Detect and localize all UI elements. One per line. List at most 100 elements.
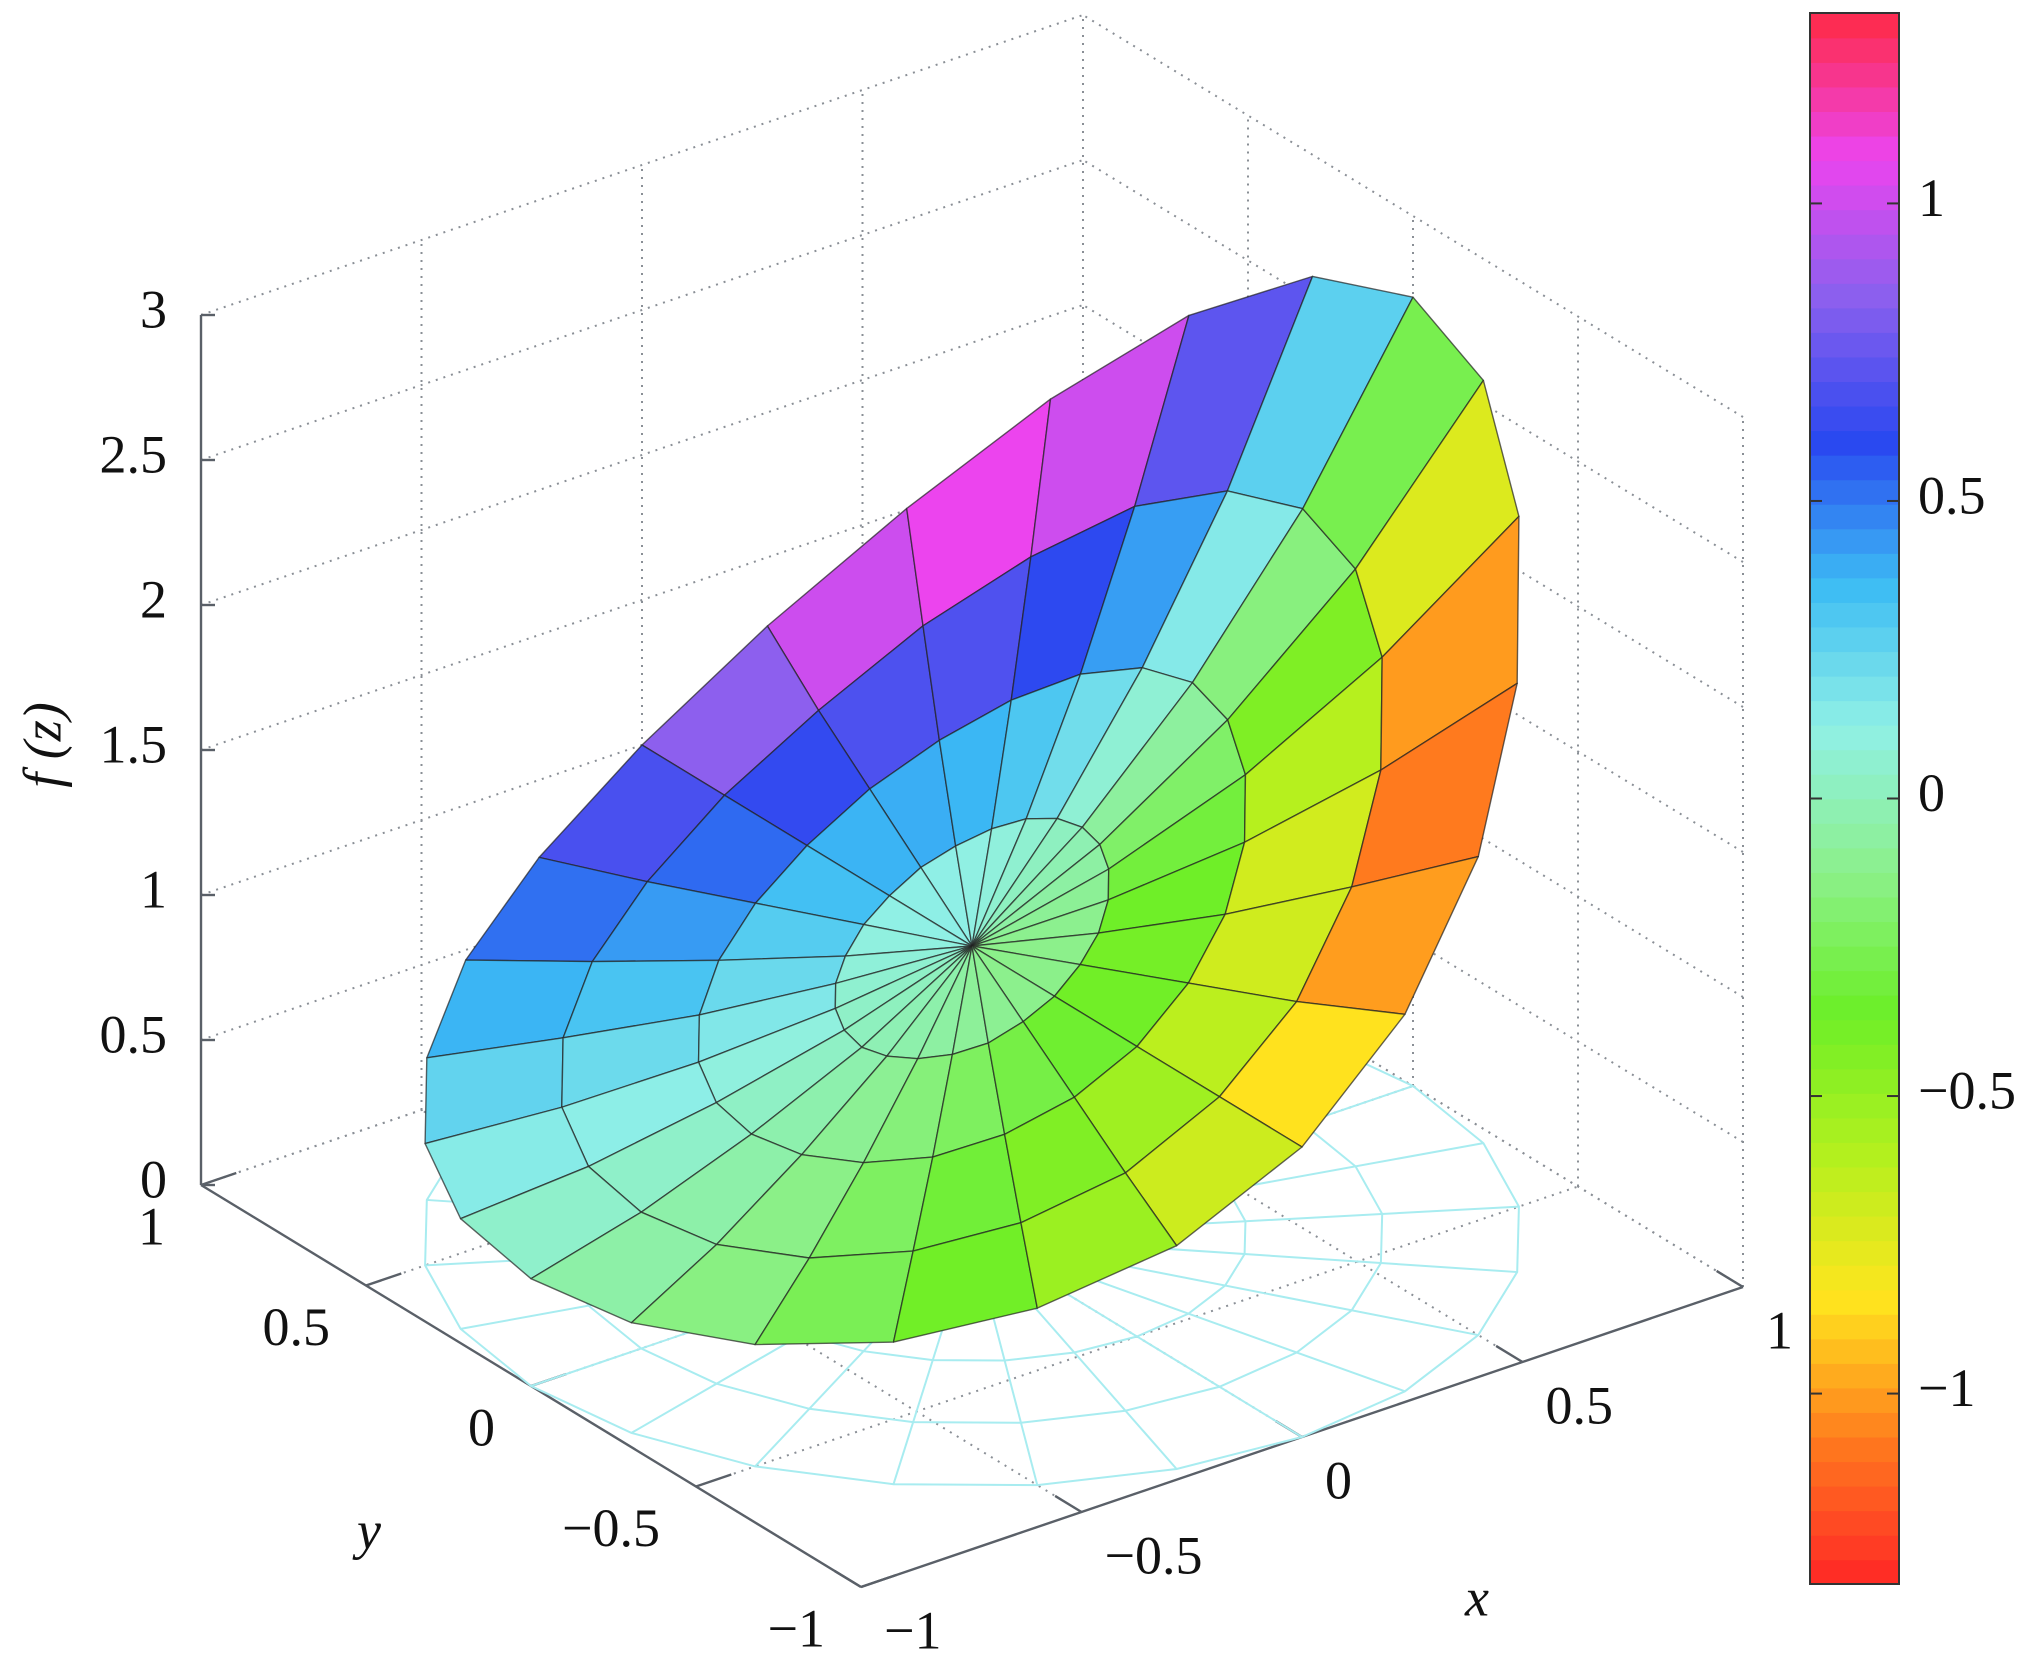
- colorbar-band: [1810, 1461, 1899, 1487]
- colorbar-tick-label: 0.5: [1918, 465, 1986, 525]
- colorbar-band: [1810, 1534, 1899, 1561]
- x-tick-label: 0: [1325, 1450, 1352, 1510]
- colorbar-band: [1810, 1559, 1899, 1585]
- colorbar-band: [1810, 209, 1899, 235]
- colorbar-tick-label: −1: [1918, 1358, 1975, 1418]
- colorbar-band: [1810, 111, 1899, 137]
- colorbar-band: [1810, 1338, 1899, 1364]
- colorbar-band: [1810, 553, 1899, 579]
- colorbar-band: [1810, 675, 1899, 702]
- colorbar-band: [1810, 1510, 1899, 1536]
- grid-line: [200, 304, 1084, 606]
- y-tick: [860, 1573, 897, 1589]
- grid-line: [200, 159, 1084, 461]
- grid-line: [1082, 304, 1744, 708]
- colorbar-band: [1810, 749, 1899, 775]
- colorbar-band: [1810, 135, 1899, 162]
- y-tick-label: 0.5: [263, 1297, 331, 1357]
- x-tick-label: 0.5: [1546, 1375, 1614, 1435]
- y-tick-label: −0.5: [562, 1498, 660, 1558]
- colorbar-band: [1810, 184, 1899, 211]
- y-tick: [365, 1272, 402, 1287]
- y-tick-label: −1: [768, 1598, 825, 1658]
- y-tick: [200, 1171, 237, 1187]
- colorbar-band: [1810, 86, 1899, 112]
- z-tick-label: 3: [140, 279, 167, 339]
- colorbar-band: [1810, 577, 1899, 603]
- colorbar-band: [1810, 872, 1899, 898]
- z-tick-label: 1: [140, 859, 167, 919]
- colorbar-band: [1810, 626, 1899, 653]
- grid-line: [1082, 449, 1744, 853]
- colorbar-band: [1810, 283, 1899, 309]
- colorbar-band: [1810, 1166, 1899, 1193]
- colorbar-band: [1810, 945, 1899, 972]
- colorbar-band: [1810, 528, 1899, 554]
- colorbar-band: [1810, 405, 1899, 432]
- y-tick: [695, 1473, 732, 1488]
- surface-patch: [1020, 1172, 1178, 1309]
- colorbar-band: [1810, 602, 1899, 628]
- z-tick-label: 2.5: [100, 424, 168, 484]
- colorbar-band: [1810, 332, 1899, 358]
- colorbar-band: [1810, 847, 1899, 873]
- x-tick: [1715, 1269, 1744, 1289]
- grid-line: [1082, 14, 1744, 418]
- colorbar-band: [1810, 1264, 1899, 1291]
- z-tick-label: 0: [140, 1149, 167, 1209]
- x-tick: [1495, 1344, 1524, 1364]
- colorbar-band: [1810, 1387, 1899, 1413]
- colorbar-band: [1810, 1289, 1899, 1315]
- colorbar-band: [1810, 62, 1899, 88]
- x-tick-label: −1: [884, 1600, 941, 1660]
- colorbar-tick-label: 1: [1918, 168, 1945, 228]
- z-tick-label: 0.5: [100, 1004, 168, 1064]
- colorbar-band: [1810, 1412, 1899, 1438]
- grid-line: [200, 14, 1084, 316]
- colorbar-band: [1810, 479, 1899, 505]
- grid-line: [1082, 739, 1744, 1143]
- colorbar-band: [1810, 454, 1899, 481]
- grid-line: [1082, 594, 1744, 998]
- grid-line: [420, 1109, 1083, 1513]
- colorbar-band: [1810, 1043, 1899, 1070]
- x-tick-label: 1: [1766, 1300, 1793, 1360]
- z-tick-label: 1.5: [100, 714, 168, 774]
- colorbar-band: [1810, 430, 1899, 456]
- grid-line: [861, 959, 1524, 1363]
- x-tick-label: −0.5: [1105, 1525, 1203, 1585]
- colorbar-band: [1810, 1215, 1899, 1242]
- z-axis-label: f (z): [12, 702, 72, 787]
- x-axis-label: x: [1464, 1567, 1489, 1627]
- grid-line: [1082, 884, 1744, 1288]
- colorbar-band: [1810, 503, 1899, 530]
- colorbar-band: [1810, 921, 1899, 947]
- colorbar-band: [1810, 37, 1899, 63]
- colorbar-band: [1810, 1142, 1899, 1168]
- colorbar-band: [1810, 1191, 1899, 1217]
- colorbar-band: [1810, 307, 1899, 333]
- x-tick: [833, 1569, 862, 1589]
- colorbar-band: [1810, 13, 1899, 39]
- colorbar-tick-label: −0.5: [1918, 1060, 2016, 1120]
- colorbar-band: [1810, 233, 1899, 260]
- colorbar-tick-label: 0: [1918, 763, 1945, 823]
- colorbar-band: [1810, 1068, 1899, 1094]
- colorbar-band: [1810, 1093, 1899, 1119]
- colorbar-band: [1810, 700, 1899, 726]
- colorbar-band: [1810, 1363, 1899, 1389]
- colorbar-band: [1810, 823, 1899, 849]
- y-axis-label: y: [352, 1500, 381, 1560]
- colorbar-band: [1810, 356, 1899, 383]
- y-tick-label: 0: [468, 1397, 495, 1457]
- x-tick: [1054, 1494, 1083, 1514]
- y-tick-label: 1: [138, 1196, 165, 1256]
- colorbar-band: [1810, 1240, 1899, 1266]
- colorbar-band: [1810, 1485, 1899, 1512]
- colorbar-band: [1810, 1436, 1899, 1463]
- grid-line: [1082, 159, 1744, 563]
- colorbar-band: [1810, 798, 1899, 824]
- colorbar-band: [1810, 970, 1899, 996]
